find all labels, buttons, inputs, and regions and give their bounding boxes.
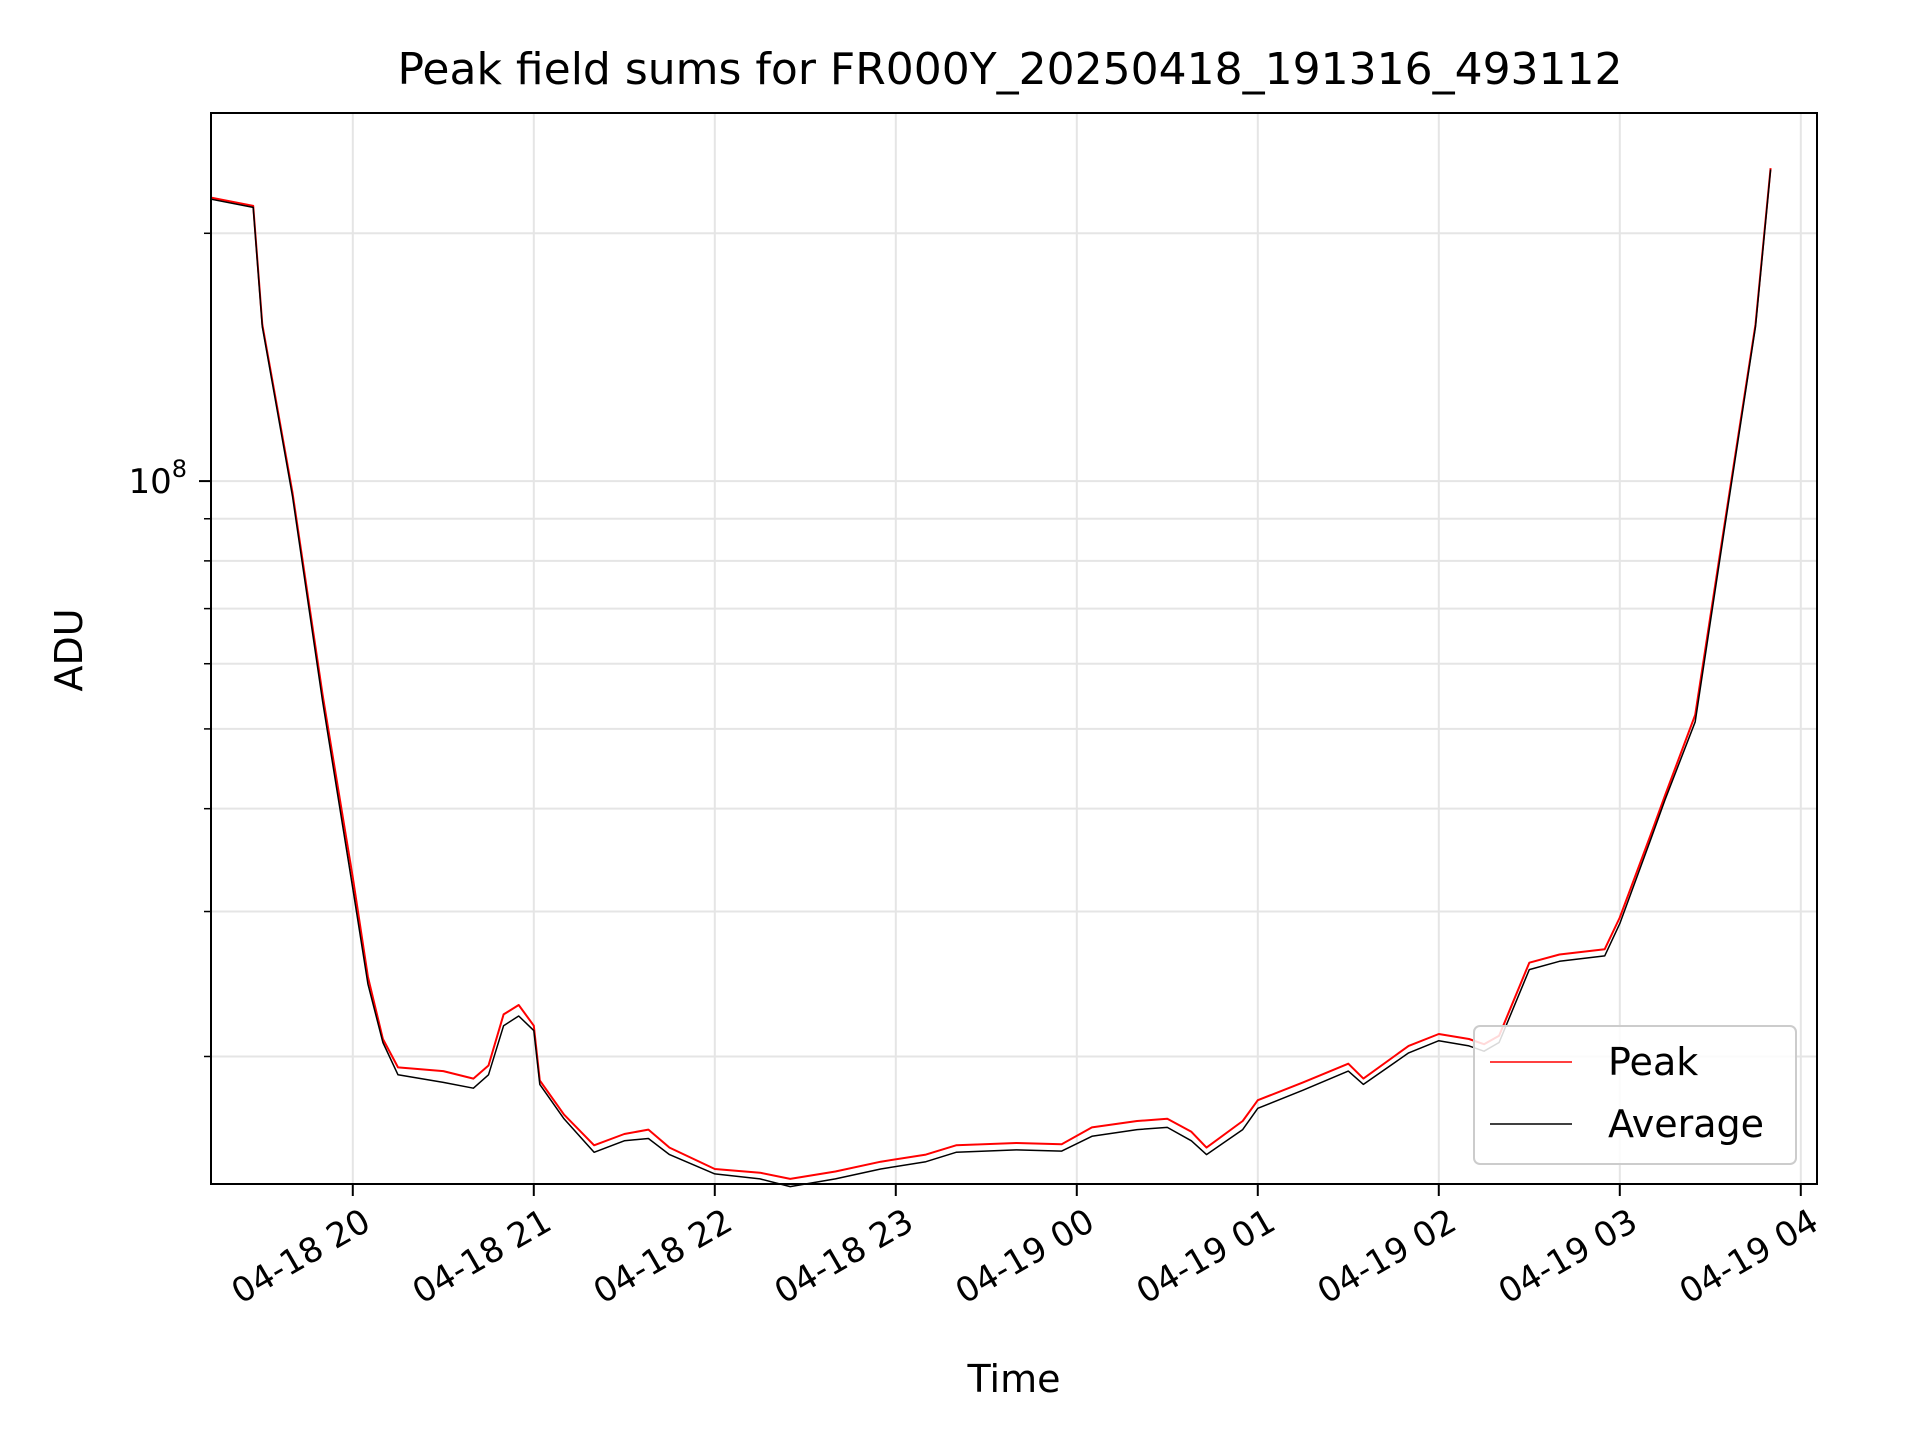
y-axis-label: ADU: [47, 608, 91, 691]
series-line-average: [210, 169, 1772, 1188]
y-axis-ticks: 108: [128, 232, 211, 1058]
legend-box: [1473, 1025, 1797, 1165]
series-layer: [210, 168, 1772, 1188]
x-axis-label: Time: [967, 1357, 1061, 1401]
chart-title: Peak field sums for FR000Y_20250418_1913…: [397, 44, 1622, 95]
legend-label-average: Average: [1608, 1102, 1764, 1146]
legend: Peak Average: [1473, 1025, 1797, 1165]
legend-label-peak: Peak: [1608, 1040, 1698, 1084]
y-tick-label: 108: [128, 455, 187, 502]
plot-frame: [210, 112, 1818, 1185]
series-line-peak: [210, 168, 1772, 1180]
